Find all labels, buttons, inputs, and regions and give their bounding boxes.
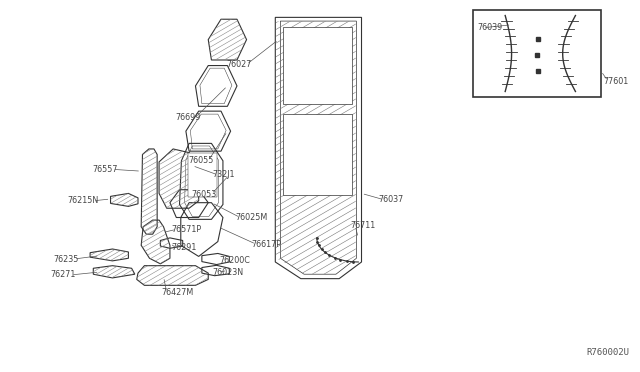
Text: 76699: 76699 (175, 113, 200, 122)
Polygon shape (141, 149, 157, 234)
Text: 76557: 76557 (92, 165, 118, 174)
Polygon shape (90, 249, 129, 261)
Bar (473, 10, 601, 97)
Polygon shape (208, 19, 246, 60)
Polygon shape (93, 266, 135, 278)
Text: R760002U: R760002U (587, 348, 630, 357)
Text: 76617P: 76617P (251, 240, 281, 249)
Text: 76427M: 76427M (162, 288, 194, 297)
Text: 76023N: 76023N (212, 268, 244, 277)
Polygon shape (111, 193, 138, 206)
Text: 76291: 76291 (172, 243, 196, 252)
Text: 76027: 76027 (227, 60, 252, 69)
Text: 76053: 76053 (191, 190, 216, 199)
Text: 77601: 77601 (603, 77, 628, 86)
Text: 76039: 76039 (477, 23, 503, 32)
Text: 76571P: 76571P (172, 225, 202, 234)
Polygon shape (141, 220, 170, 264)
Text: 76037: 76037 (379, 195, 404, 204)
Text: 76200C: 76200C (219, 256, 250, 265)
Bar (283, 27, 352, 105)
Bar (188, 153, 216, 197)
Text: 732J1: 732J1 (212, 170, 236, 179)
Text: 76711: 76711 (350, 221, 375, 230)
Text: 76271: 76271 (51, 270, 76, 279)
Polygon shape (137, 266, 208, 285)
Polygon shape (159, 149, 198, 208)
Text: 76235: 76235 (54, 254, 79, 263)
Bar (283, 114, 352, 195)
Text: 76055: 76055 (188, 156, 213, 165)
Polygon shape (276, 22, 356, 274)
Text: 76215N: 76215N (67, 196, 99, 205)
Text: 76025M: 76025M (235, 213, 268, 222)
